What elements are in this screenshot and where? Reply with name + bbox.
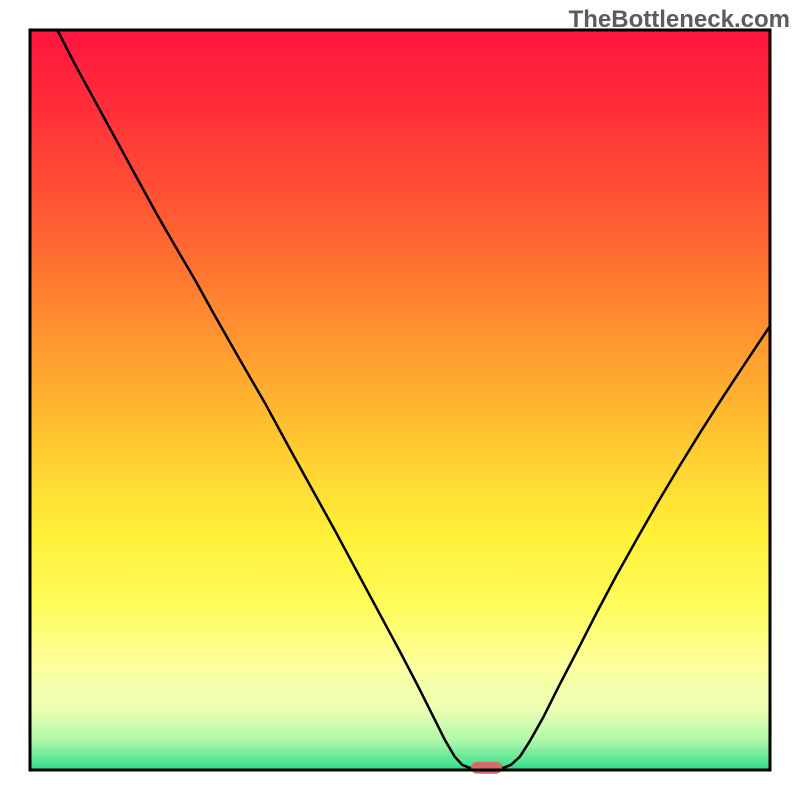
optimal-marker — [471, 762, 502, 774]
chart-container: TheBottleneck.com — [0, 0, 800, 800]
watermark-text: TheBottleneck.com — [569, 6, 790, 34]
plot-background — [30, 30, 770, 770]
gradient-chart — [0, 0, 800, 800]
